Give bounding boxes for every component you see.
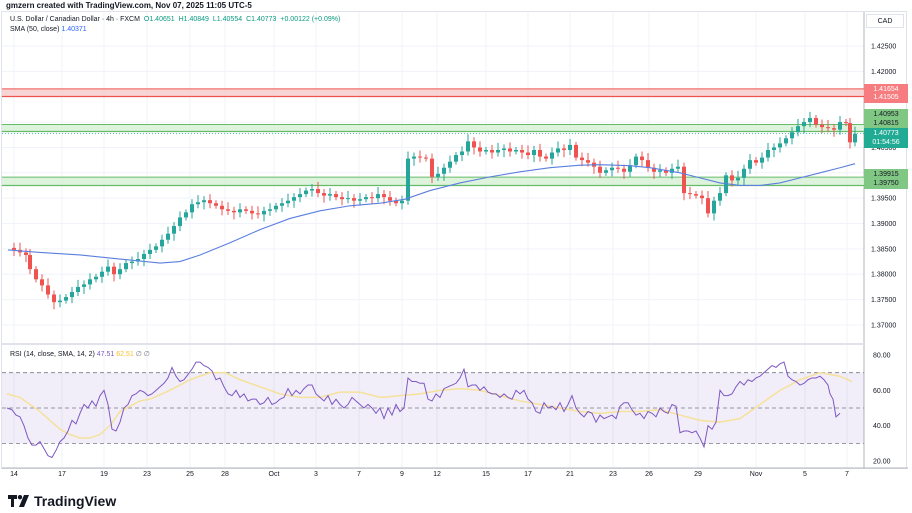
time-tick: 25 xyxy=(186,471,194,478)
svg-text:20.00: 20.00 xyxy=(873,459,891,466)
time-tick: 23 xyxy=(143,471,151,478)
time-tick: 5 xyxy=(803,471,807,478)
svg-text:60.00: 60.00 xyxy=(873,388,891,395)
lower-support-label-bottom: 1.39750 xyxy=(864,178,908,189)
svg-text:1.42000: 1.42000 xyxy=(871,69,896,76)
currency-label[interactable]: CAD xyxy=(866,14,904,28)
candle-countdown: 01:54:56 xyxy=(872,139,900,146)
current-price-label: 1.40773 01:54:56 xyxy=(864,128,908,148)
resistance-label-bottom: 1.41505 xyxy=(864,92,908,103)
time-tick: 7 xyxy=(845,471,849,478)
tradingview-logo-icon xyxy=(8,495,29,507)
time-tick: 14 xyxy=(10,471,18,478)
svg-text:1.38500: 1.38500 xyxy=(871,246,896,253)
time-tick: 26 xyxy=(645,471,653,478)
open-value: O1.40651 xyxy=(143,16,175,23)
time-tick: 15 xyxy=(482,471,490,478)
rsi-label[interactable]: RSI (14, close, SMA, 14, 2) xyxy=(10,351,95,358)
credit-text: gmzern created with TradingView.com, Nov… xyxy=(6,1,252,10)
symbol-legend: U.S. Dollar / Canadian Dollar · 4h · FXC… xyxy=(10,15,340,35)
time-tick: 21 xyxy=(566,471,574,478)
time-tick: 17 xyxy=(58,471,66,478)
time-tick: Nov xyxy=(749,471,763,478)
svg-text:80.00: 80.00 xyxy=(873,353,891,360)
time-axis[interactable]: 14 17 19 23 25 28 Oct 3 7 9 12 15 17 21 23 26 29 Nov 5 7 xyxy=(0,469,864,481)
na-value-2: ∅ xyxy=(143,351,150,358)
svg-text:1.39000: 1.39000 xyxy=(871,221,896,228)
close-value: C1.40773 xyxy=(246,16,277,23)
upper-support-label-top: 1.40953 xyxy=(864,109,908,120)
svg-text:1.42500: 1.42500 xyxy=(871,44,896,51)
sma-value: 1.40371 xyxy=(61,26,87,33)
time-tick: 29 xyxy=(694,471,702,478)
change-value: +0.00122 (+0.09%) xyxy=(280,16,341,23)
high-value: H1.40849 xyxy=(178,16,209,23)
resistance-label-top: 1.41654 xyxy=(864,84,908,95)
svg-text:40.00: 40.00 xyxy=(873,423,891,430)
time-tick: Oct xyxy=(268,471,280,478)
upper-support-label-bottom: 1.40815 xyxy=(864,118,908,129)
sma-label[interactable]: SMA (50, close) xyxy=(10,26,60,33)
svg-text:1.40500: 1.40500 xyxy=(871,145,896,152)
low-value: L1.40554 xyxy=(212,16,243,23)
rsi-value: 47.51 xyxy=(96,351,115,358)
time-tick: 17 xyxy=(524,471,532,478)
symbol-title[interactable]: U.S. Dollar / Canadian Dollar · 4h · FXC… xyxy=(10,16,140,23)
svg-text:1.38000: 1.38000 xyxy=(871,272,896,279)
time-tick: 23 xyxy=(609,471,617,478)
svg-text:1.37500: 1.37500 xyxy=(871,297,896,304)
lower-support-label-top: 1.39915 xyxy=(864,169,908,180)
na-value-1: ∅ xyxy=(135,351,142,358)
time-tick: 28 xyxy=(221,471,229,478)
time-tick: 3 xyxy=(314,471,318,478)
rsi-sma-value: 62.51 xyxy=(116,351,134,358)
svg-text:1.37000: 1.37000 xyxy=(871,322,896,329)
brand-name: TradingView xyxy=(34,493,117,509)
tradingview-logo: TradingView xyxy=(8,493,116,509)
time-tick: 12 xyxy=(433,471,441,478)
current-price: 1.40773 xyxy=(873,130,899,137)
rsi-legend: RSI (14, close, SMA, 14, 2) 47.51 62.51 … xyxy=(10,350,150,358)
time-tick: 9 xyxy=(400,471,404,478)
time-tick: 7 xyxy=(357,471,361,478)
svg-text:1.39500: 1.39500 xyxy=(871,196,896,203)
time-tick: 19 xyxy=(100,471,108,478)
